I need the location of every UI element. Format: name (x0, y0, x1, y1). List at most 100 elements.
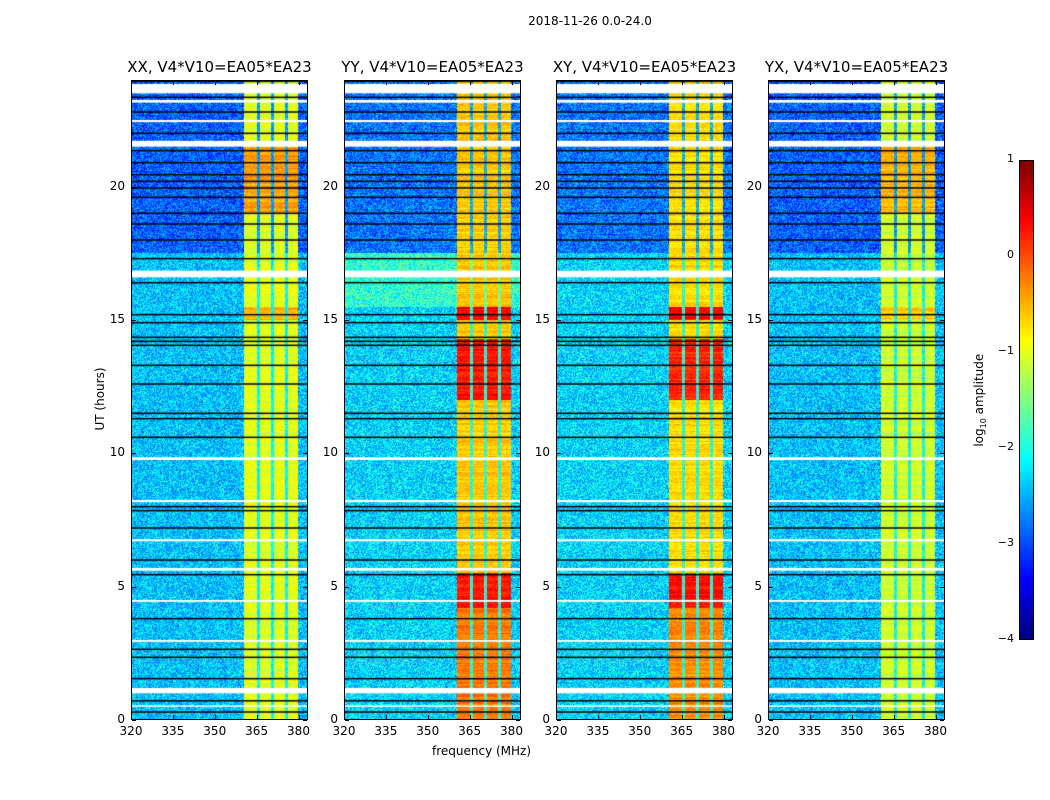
y-tick-mark (516, 320, 520, 321)
y-tick-label: 20 (534, 178, 550, 193)
y-tick-mark (557, 720, 561, 721)
x-tick-mark (469, 81, 471, 85)
x-tick-mark (597, 81, 599, 85)
y-tick-mark (940, 586, 944, 588)
y-tick-mark (516, 186, 520, 188)
colorbar-tick-label: −1 (997, 344, 1014, 357)
x-tick-mark (427, 715, 429, 719)
x-tick-label: 380 (712, 724, 735, 738)
y-tick-label: 15 (534, 312, 550, 326)
y-tick-mark (132, 186, 136, 188)
x-tick-mark (851, 81, 853, 85)
x-tick-mark (469, 715, 471, 719)
x-tick-mark (344, 81, 345, 85)
y-tick-mark (303, 720, 307, 721)
y-tick-label: 20 (109, 178, 125, 193)
y-tick-label: 20 (322, 178, 338, 193)
x-tick-mark (556, 715, 557, 719)
heatmap-panel-4: YX, V4*V10=EA05*EA23 (765, 58, 948, 720)
y-tick-mark (345, 453, 349, 455)
y-tick-mark (516, 586, 520, 588)
x-tick-mark (809, 715, 811, 719)
y-tick-mark (132, 720, 136, 721)
x-tick-mark (893, 81, 895, 85)
y-tick-mark (132, 586, 136, 588)
x-tick-label: 320 (119, 724, 143, 738)
x-tick-mark (385, 715, 387, 719)
y-tick-mark (303, 186, 307, 188)
x-tick-mark (131, 81, 132, 85)
y-tick-mark (132, 453, 136, 455)
x-tick-mark (511, 715, 513, 719)
y-tick-mark (940, 186, 944, 188)
panel-title: XX, V4*V10=EA05*EA23 (127, 58, 312, 76)
x-tick-mark (768, 715, 769, 719)
x-tick-label: 365 (882, 724, 906, 738)
y-tick-mark (516, 720, 520, 721)
x-tick-label: 350 (416, 724, 440, 738)
colorbar-tick-label: −2 (997, 440, 1014, 453)
y-tick-label: 5 (754, 578, 762, 593)
x-tick-label: 320 (756, 724, 780, 738)
x-tick-label: 350 (840, 724, 864, 738)
y-tick-mark (728, 720, 732, 721)
y-tick-label: 15 (322, 312, 338, 326)
x-tick-mark (172, 715, 174, 719)
y-tick-mark (769, 320, 773, 321)
heatmap-image (556, 80, 733, 720)
x-tick-mark (639, 715, 641, 719)
x-tick-mark (768, 81, 769, 85)
x-tick-mark (893, 715, 895, 719)
x-tick-mark (511, 81, 513, 85)
x-tick-mark (298, 715, 300, 719)
x-tick-mark (256, 81, 258, 85)
heatmap-panel-1: XX, V4*V10=EA05*EA23 (127, 58, 312, 720)
x-tick-mark (681, 715, 683, 719)
y-tick-mark (769, 720, 773, 721)
y-tick-label: 0 (754, 712, 762, 726)
x-tick-mark (131, 715, 132, 719)
y-tick-mark (769, 586, 773, 588)
y-tick-mark (557, 186, 561, 188)
y-tick-mark (303, 586, 307, 588)
y-tick-mark (769, 453, 773, 455)
y-tick-label: 15 (746, 312, 762, 326)
y-tick-label: 20 (746, 178, 762, 193)
heatmap-panel-3: XY, V4*V10=EA05*EA23 (553, 58, 736, 720)
x-tick-label: 380 (287, 724, 310, 738)
panel-title: YY, V4*V10=EA05*EA23 (341, 58, 524, 76)
y-axis-label: UT (hours) (93, 367, 107, 431)
y-tick-mark (303, 320, 307, 321)
colorbar-label: log10 amplitude (971, 353, 989, 447)
x-tick-mark (385, 81, 387, 85)
x-tick-mark (344, 715, 345, 719)
x-tick-label: 335 (798, 724, 822, 738)
y-tick-mark (132, 320, 136, 321)
x-tick-mark (681, 81, 683, 85)
x-tick-mark (935, 715, 937, 719)
y-tick-mark (516, 453, 520, 455)
x-tick-mark (809, 81, 811, 85)
x-tick-label: 350 (203, 724, 227, 738)
y-tick-mark (557, 586, 561, 588)
y-tick-mark (303, 453, 307, 455)
y-tick-label: 15 (109, 312, 125, 326)
y-tick-label: 5 (330, 578, 338, 593)
y-tick-mark (769, 186, 773, 188)
y-tick-mark (728, 186, 732, 188)
x-tick-label: 365 (245, 724, 269, 738)
y-tick-label: 10 (534, 445, 550, 460)
y-tick-mark (557, 453, 561, 455)
panel-title: XY, V4*V10=EA05*EA23 (552, 58, 737, 76)
x-tick-mark (723, 81, 725, 85)
x-tick-mark (851, 715, 853, 719)
y-tick-label: 10 (109, 445, 125, 460)
x-tick-mark (256, 715, 258, 719)
colorbar (1019, 160, 1034, 640)
x-tick-mark (556, 81, 557, 85)
colorbar-tick-label: 0 (1007, 248, 1014, 261)
x-tick-label: 335 (586, 724, 610, 738)
x-tick-mark (597, 715, 599, 719)
x-tick-label: 320 (332, 724, 356, 738)
